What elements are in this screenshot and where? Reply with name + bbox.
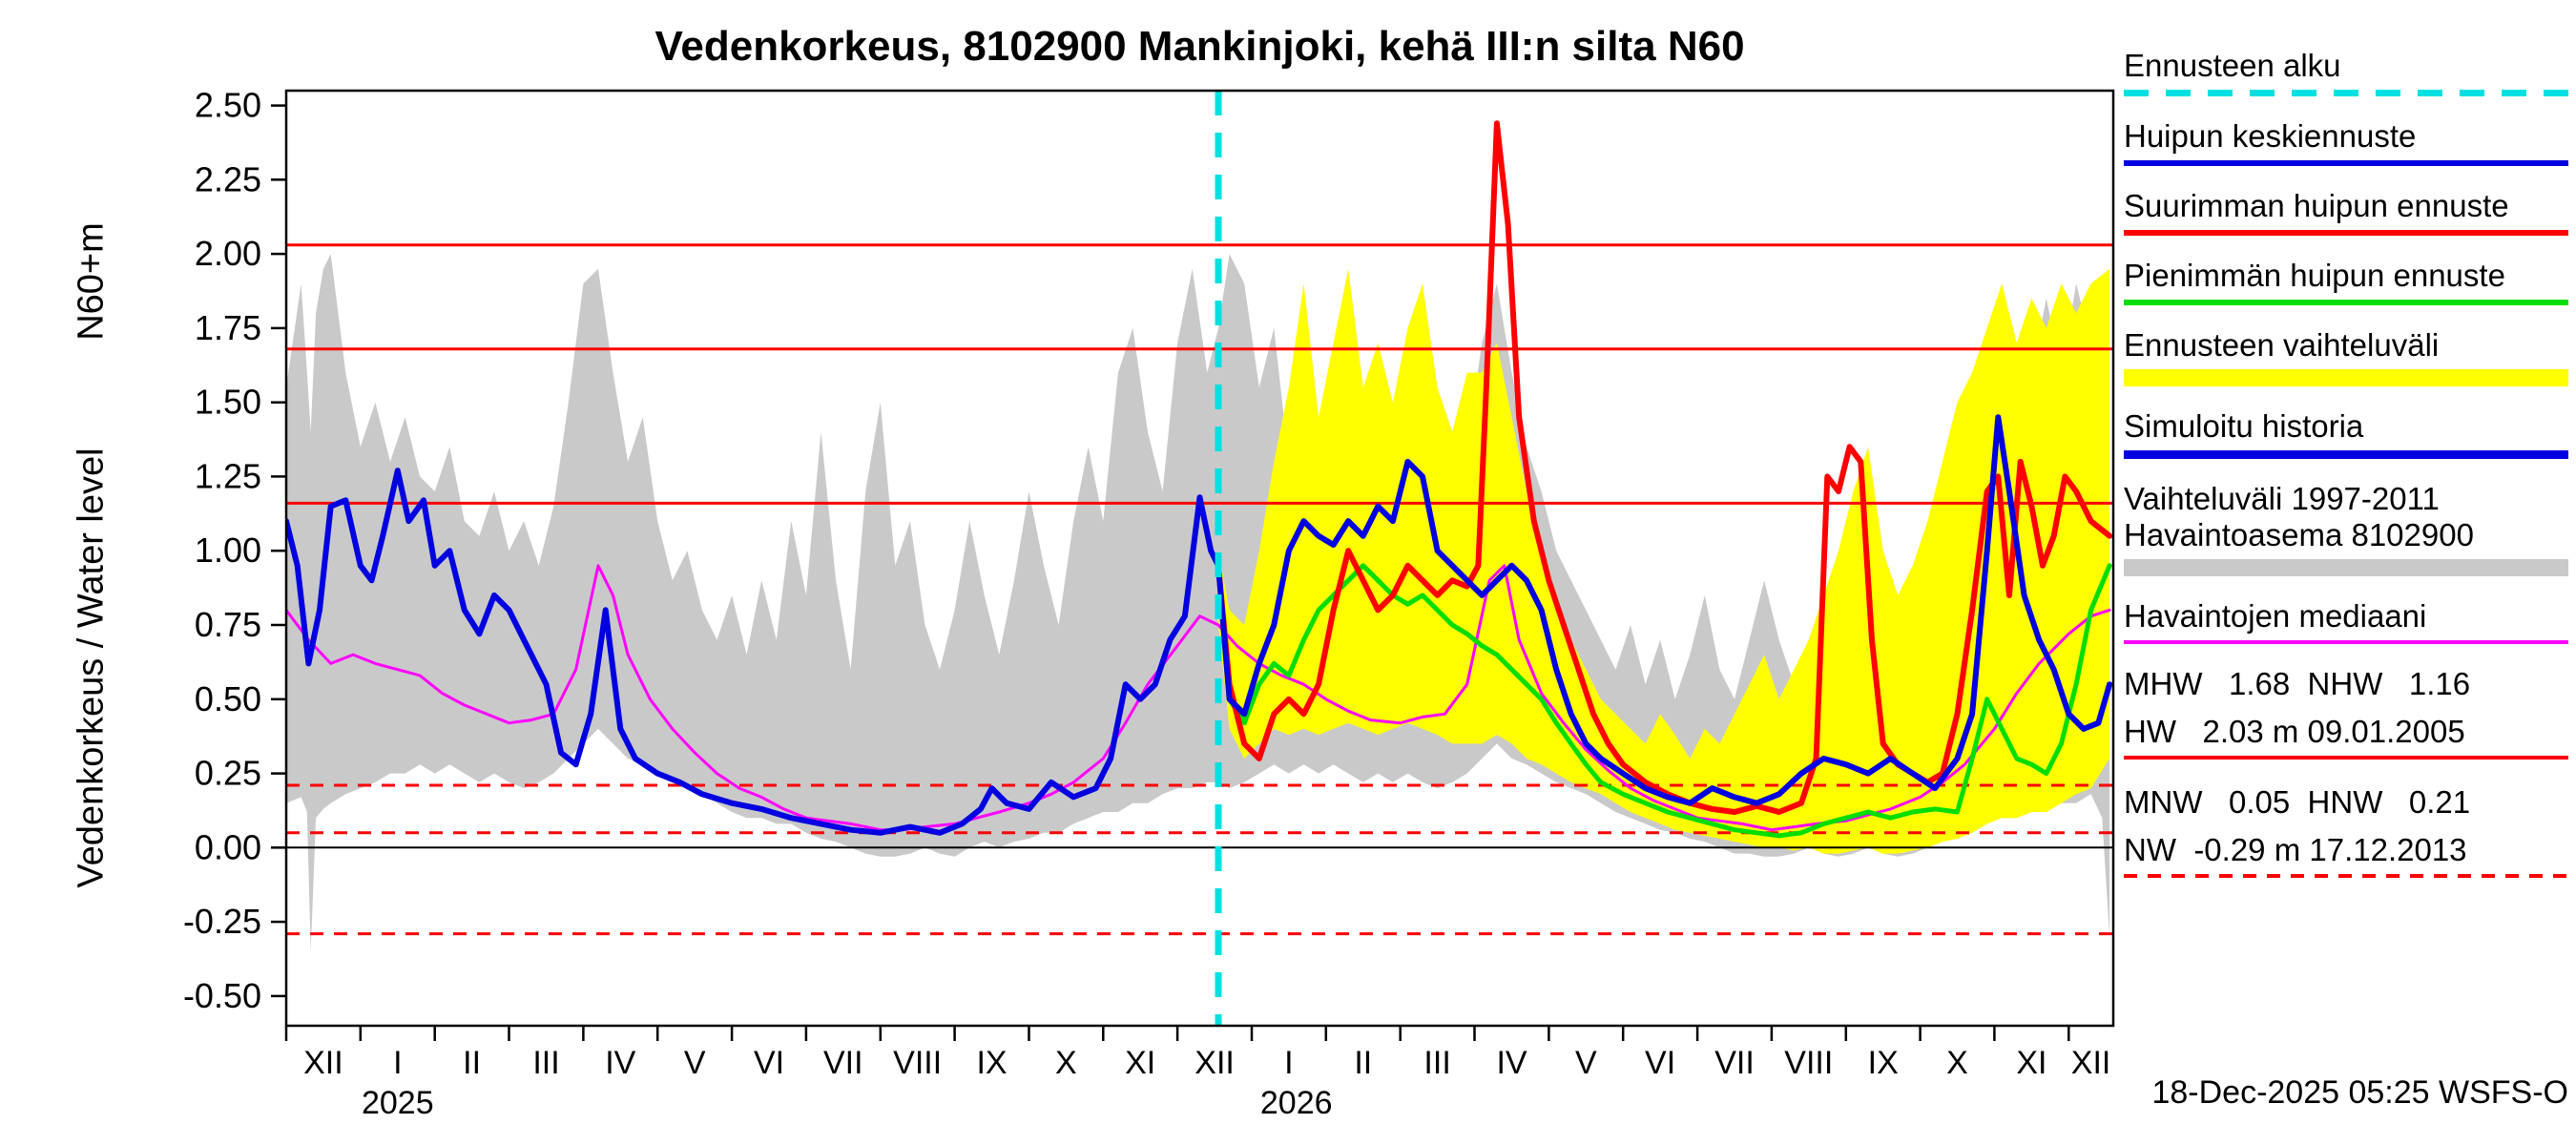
legend-label-peak-mean: Huipun keskiennuste [2124,118,2417,154]
legend-entry-peak-max: Suurimman huipun ennuste [2124,188,2568,236]
plot-border [284,89,2115,1028]
legend-entry-obs-range: Vaihteluväli 1997-2011 Havaintoasema 810… [2124,481,2568,576]
legend-label-peak-max: Suurimman huipun ennuste [2124,188,2509,223]
legend-entry-forecast-range: Ennusteen vaihteluväli [2124,327,2568,386]
y-tick-label: 1.50 [195,383,261,422]
series-peak-min-forecast [1215,563,2112,839]
x-tick-label: X [1055,1045,1077,1081]
obs-range-band-sample [2124,559,2568,576]
hw-line-sample [2124,756,2568,760]
peak-mean-line-sample [2124,160,2568,166]
stat-mhw-nhw: MHW 1.68 NHW 1.16 [2124,666,2568,702]
y-tick-label: -0.50 [183,976,261,1015]
legend-entry-obs-median: Havaintojen mediaani [2124,598,2568,644]
y-tick-label: 0.00 [195,827,261,866]
y-tick-label: -0.25 [183,902,261,941]
series-peak-max-forecast [1215,120,2113,815]
stat-mnw-hnw: MNW 0.05 HNW 0.21 [2124,784,2568,821]
legend: Ennusteen alku Huipun keskiennuste Suuri… [2124,48,2568,903]
legend-entry-peak-mean: Huipun keskiennuste [2124,118,2568,166]
stat-mnw-hnw-text: MNW 0.05 HNW 0.21 [2124,784,2471,820]
x-tick-label: III [532,1045,559,1081]
y-tick-label: 0.25 [195,754,261,793]
x-tick-label: V [1575,1045,1597,1081]
y-tick-label: 0.75 [195,605,261,644]
timestamp-watermark: 18-Dec-2025 05:25 WSFS-O [2151,1074,2568,1111]
nw-dashed-line-sample [2124,874,2568,878]
band-forecast-range [1218,268,2110,854]
x-tick-label: III [1423,1045,1450,1081]
x-tick-label: IV [605,1045,635,1081]
stat-mhw-nhw-text: MHW 1.68 NHW 1.16 [2124,666,2471,701]
reference-lines-layer [286,243,2113,936]
legend-label-forecast-range: Ennusteen vaihteluväli [2124,327,2440,363]
legend-label-obs-median: Havaintojen mediaani [2124,598,2427,634]
x-tick-label: I [1284,1045,1293,1081]
x-tick-label: X [1946,1045,1968,1081]
legend-label-peak-min: Pienimmän huipun ennuste [2124,258,2505,293]
obs-median-line-sample [2124,640,2568,644]
y-tick-label: 1.75 [195,308,261,347]
bands-layer [286,254,2110,952]
stat-hw: HW 2.03 m 09.01.2005 [2124,714,2568,760]
x-tick-label: I [393,1045,402,1081]
legend-entry-forecast-start: Ennusteen alku [2124,48,2568,96]
x-tick-label: XI [1125,1045,1155,1081]
x-tick-label: IV [1496,1045,1527,1081]
legend-entry-peak-min: Pienimmän huipun ennuste [2124,258,2568,305]
x-tick-label: IX [1868,1045,1899,1081]
peak-min-line-sample [2124,300,2568,305]
peak-max-line-sample [2124,230,2568,236]
stat-nw-text: NW -0.29 m 17.12.2013 [2124,832,2467,867]
axis-layer: XII I II III IV V VI VII VIII IX X XI XII I II III IV V VI… [183,86,2110,1121]
y-tick-label: 1.25 [195,456,261,495]
x-tick-label: VII [1714,1045,1755,1081]
y-tick-label: 2.25 [195,159,261,198]
simulated-history-line-sample [2124,450,2568,459]
x-tick-label: VII [823,1045,863,1081]
y-tick-label: 0.50 [195,679,261,718]
x-tick-label: II [1354,1045,1372,1081]
y-tick-label: 1.00 [195,531,261,570]
x-tick-label: VIII [893,1045,942,1081]
x-tick-label: XII [303,1045,343,1081]
legend-label-obs-range: Vaihteluväli 1997-2011 [2124,481,2440,516]
year-label: 2026 [1260,1085,1333,1121]
x-tick-label: II [463,1045,481,1081]
legend-label-obs-station: Havaintoasema 8102900 [2124,517,2474,552]
stat-hw-text: HW 2.03 m 09.01.2005 [2124,714,2465,749]
x-tick-label: XI [2016,1045,2046,1081]
y-tick-label: 2.00 [195,234,261,273]
year-label: 2025 [362,1085,434,1121]
legend-label-simulated-history: Simuloitu historia [2124,408,2364,444]
forecast-start-line-sample [2124,90,2568,96]
x-tick-label: VIII [1784,1045,1833,1081]
chart-title: Vedenkorkeus, 8102900 Mankinjoki, kehä I… [654,23,1745,70]
series-obs-median [286,564,2111,832]
x-tick-label: VI [754,1045,784,1081]
y-tick-label: 2.50 [195,86,261,125]
x-tick-label: XII [1195,1045,1235,1081]
x-tick-label: IX [976,1045,1007,1081]
legend-entry-simulated-history: Simuloitu historia [2124,408,2568,459]
x-tick-label: VI [1645,1045,1675,1081]
stat-nw: NW -0.29 m 17.12.2013 [2124,832,2568,878]
x-tick-label: XII [2071,1045,2111,1081]
x-tick-label: V [684,1045,706,1081]
legend-label-forecast-start: Ennusteen alku [2124,48,2341,83]
forecast-range-band-sample [2124,369,2568,386]
